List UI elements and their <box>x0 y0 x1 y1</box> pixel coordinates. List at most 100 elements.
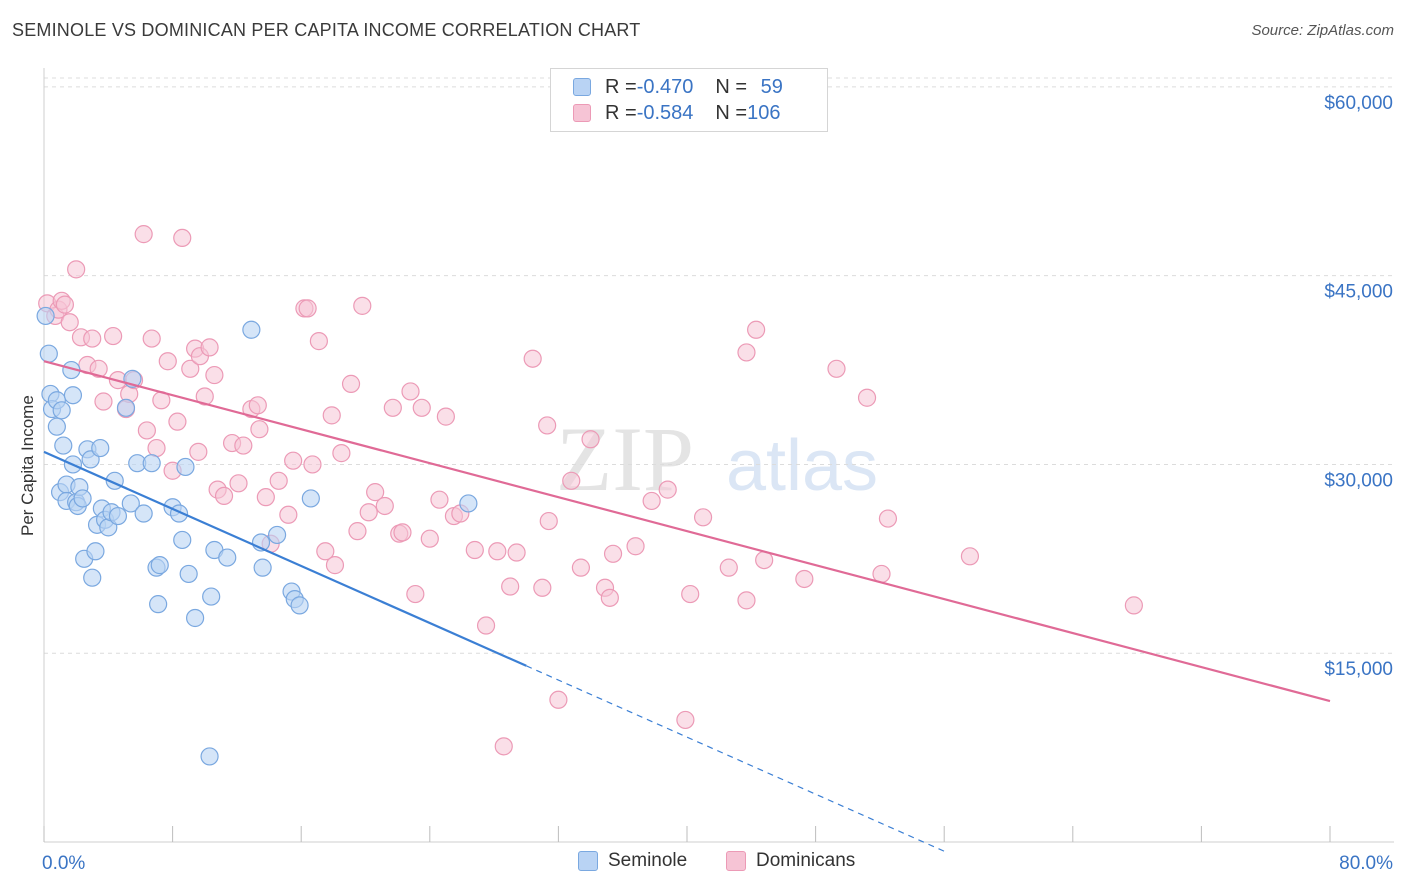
seminole-swatch <box>573 78 591 96</box>
dominicans-point <box>523 349 542 368</box>
dominicans-point <box>827 359 846 378</box>
dominicans-point <box>134 225 153 244</box>
dominicans-point <box>681 584 700 604</box>
series-legend: Seminole Dominicans <box>0 850 1406 878</box>
dominicans-point <box>795 569 814 589</box>
dominicans-point <box>284 451 303 470</box>
seminole-legend-label: Seminole <box>608 850 688 871</box>
grid-lines <box>44 77 1394 654</box>
dominicans-point <box>60 313 79 332</box>
seminole-point <box>121 494 140 513</box>
dominicans-point <box>430 490 449 509</box>
dominicans-point <box>279 505 298 524</box>
dominicans-point <box>737 343 756 362</box>
dominicans-point <box>67 260 86 279</box>
dominicans-point <box>341 374 361 393</box>
x-tick-labels: 0.0% 80.0% <box>42 853 1393 874</box>
dominicans-point <box>676 710 695 730</box>
dominicans-point <box>436 407 455 426</box>
dominicans-point <box>571 558 591 577</box>
dominicans-point <box>401 382 420 401</box>
n-label: N = <box>715 101 748 124</box>
dominicans-point <box>562 471 581 490</box>
seminole-point <box>301 489 320 508</box>
dominicans-point <box>406 584 425 604</box>
seminole-point <box>91 438 110 458</box>
chart-title: SEMINOLE VS DOMINICAN PER CAPITA INCOME … <box>12 20 641 40</box>
dominicans-point <box>229 474 248 493</box>
seminole-point <box>47 417 66 436</box>
seminole-point <box>200 747 219 766</box>
dominicans-point <box>248 396 267 415</box>
dominicans-point <box>1124 596 1143 615</box>
x-tick-label: 80.0% <box>1339 853 1393 874</box>
dominicans-point <box>359 503 378 522</box>
seminole-points <box>36 306 478 766</box>
r-value: -0.584 <box>636 101 694 124</box>
seminole-point <box>39 344 58 363</box>
dominicans-point <box>747 320 766 339</box>
dominicans-swatch <box>573 104 591 122</box>
dominicans-legend-swatch <box>726 851 746 871</box>
seminole-point <box>173 530 192 550</box>
dominicans-point <box>878 509 898 528</box>
seminole-point <box>83 568 102 587</box>
y-tick-label: $60,000 <box>1324 93 1393 114</box>
dominicans-point <box>55 295 74 314</box>
seminole-point <box>179 564 198 584</box>
dominicans-point <box>298 299 317 318</box>
legend-row-seminole: R = -0.470 N = 59 <box>573 74 783 100</box>
dominicans-point <box>393 523 412 542</box>
seminole-trend-extension <box>526 665 945 852</box>
dominicans-point <box>737 591 756 610</box>
dominicans-point <box>412 398 431 417</box>
dominicans-point <box>322 406 341 425</box>
dominicans-point <box>507 543 526 562</box>
dominicans-point <box>325 556 345 575</box>
seminole-point <box>149 595 168 614</box>
dominicans-point <box>626 537 645 556</box>
dominicans-point <box>189 442 208 461</box>
dominicans-point <box>383 398 402 417</box>
seminole-point <box>52 401 71 420</box>
dominicans-point <box>181 359 200 378</box>
seminole-point <box>290 596 309 615</box>
dominicans-point <box>303 455 322 474</box>
n-value: 59 <box>755 75 783 98</box>
dominicans-point <box>250 420 269 439</box>
dominicans-point <box>603 544 623 563</box>
dominicans-point <box>642 491 661 511</box>
seminole-point <box>150 556 169 575</box>
dominicans-point <box>476 616 496 635</box>
y-axis-label: Per Capita Income <box>18 395 37 536</box>
dominicans-point <box>693 508 713 527</box>
axes <box>43 68 1394 843</box>
dominicans-point <box>332 444 351 463</box>
dominicans-point <box>168 412 187 431</box>
dominicans-point <box>581 430 600 449</box>
dominicans-point <box>173 228 192 248</box>
seminole-point <box>54 436 73 455</box>
dominicans-point <box>538 416 557 435</box>
dominicans-point <box>200 338 219 357</box>
source-credit: Source: ZipAtlas.com <box>1251 22 1394 39</box>
dominicans-point <box>600 588 619 607</box>
dominicans-point <box>348 522 367 541</box>
seminole-point <box>108 506 128 526</box>
dominicans-point <box>366 483 385 502</box>
legend-item-seminole: Seminole <box>578 850 687 872</box>
seminole-point <box>134 504 153 523</box>
dominicans-point <box>142 329 161 348</box>
dominicans-point <box>549 690 568 709</box>
seminole-point <box>186 608 205 628</box>
seminole-point <box>218 548 237 567</box>
dominicans-point <box>719 558 738 577</box>
seminole-point <box>142 454 161 473</box>
dominicans-point <box>158 352 177 371</box>
dominicans-point <box>195 387 214 406</box>
dominicans-point <box>269 471 288 490</box>
dominicans-point <box>501 577 520 596</box>
y-tick-label: $30,000 <box>1324 470 1393 491</box>
dominicans-point <box>353 296 372 315</box>
